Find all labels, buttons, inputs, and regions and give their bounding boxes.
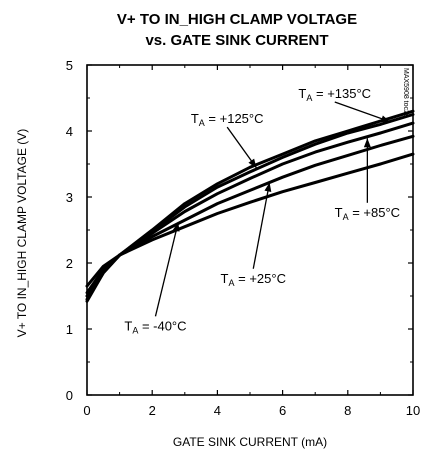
annotation-arrowhead-3: [363, 138, 371, 148]
x-tick-label: 0: [83, 403, 90, 418]
annotation-arrowhead-2: [248, 158, 257, 168]
annotation-leader-4: [252, 182, 271, 269]
y-axis-label: V+ TO IN_HIGH CLAMP VOLTAGE (V): [15, 129, 29, 338]
annotation-arrowhead-5: [172, 222, 180, 232]
annotation-label-2: TA = +125°C: [191, 111, 264, 128]
annotation-leader-5: [154, 221, 179, 317]
y-tick-label: 4: [66, 124, 73, 139]
annotation-label-3: TA = +85°C: [335, 205, 400, 222]
x-tick-label: 2: [149, 403, 156, 418]
chart-title-line2: vs. GATE SINK CURRENT: [145, 32, 328, 49]
doc-code: MAX5908 toc29: [402, 68, 409, 118]
x-axis-label: GATE SINK CURRENT (mA): [173, 435, 327, 449]
y-tick-label: 1: [66, 322, 73, 337]
x-tick-label: 6: [279, 403, 286, 418]
annotation-label-5: TA = -40°C: [124, 318, 186, 335]
x-tick-label: 4: [214, 403, 221, 418]
x-tick-label: 10: [406, 403, 420, 418]
y-tick-label: 0: [66, 388, 73, 403]
annotation-leader-1: [334, 101, 391, 123]
chart-title-line1: V+ TO IN_HIGH CLAMP VOLTAGE: [117, 11, 357, 28]
y-tick-label: 3: [66, 190, 73, 205]
annotation-label-4: TA = +25°C: [221, 271, 286, 288]
series-line-5: [85, 152, 415, 288]
annotation-arrowhead-4: [264, 182, 272, 192]
annotation-arrowhead-1: [380, 115, 391, 123]
y-tick-label: 5: [66, 58, 73, 73]
annotation-label-1: TA = +135°C: [298, 86, 371, 103]
plot-area: 0 2 4 6 8 10 0 1 2 3 4 5 TA = +135°C TA = +125°C TA = …: [66, 58, 420, 418]
y-tick-label: 2: [66, 256, 73, 271]
x-tick-label: 8: [344, 403, 351, 418]
